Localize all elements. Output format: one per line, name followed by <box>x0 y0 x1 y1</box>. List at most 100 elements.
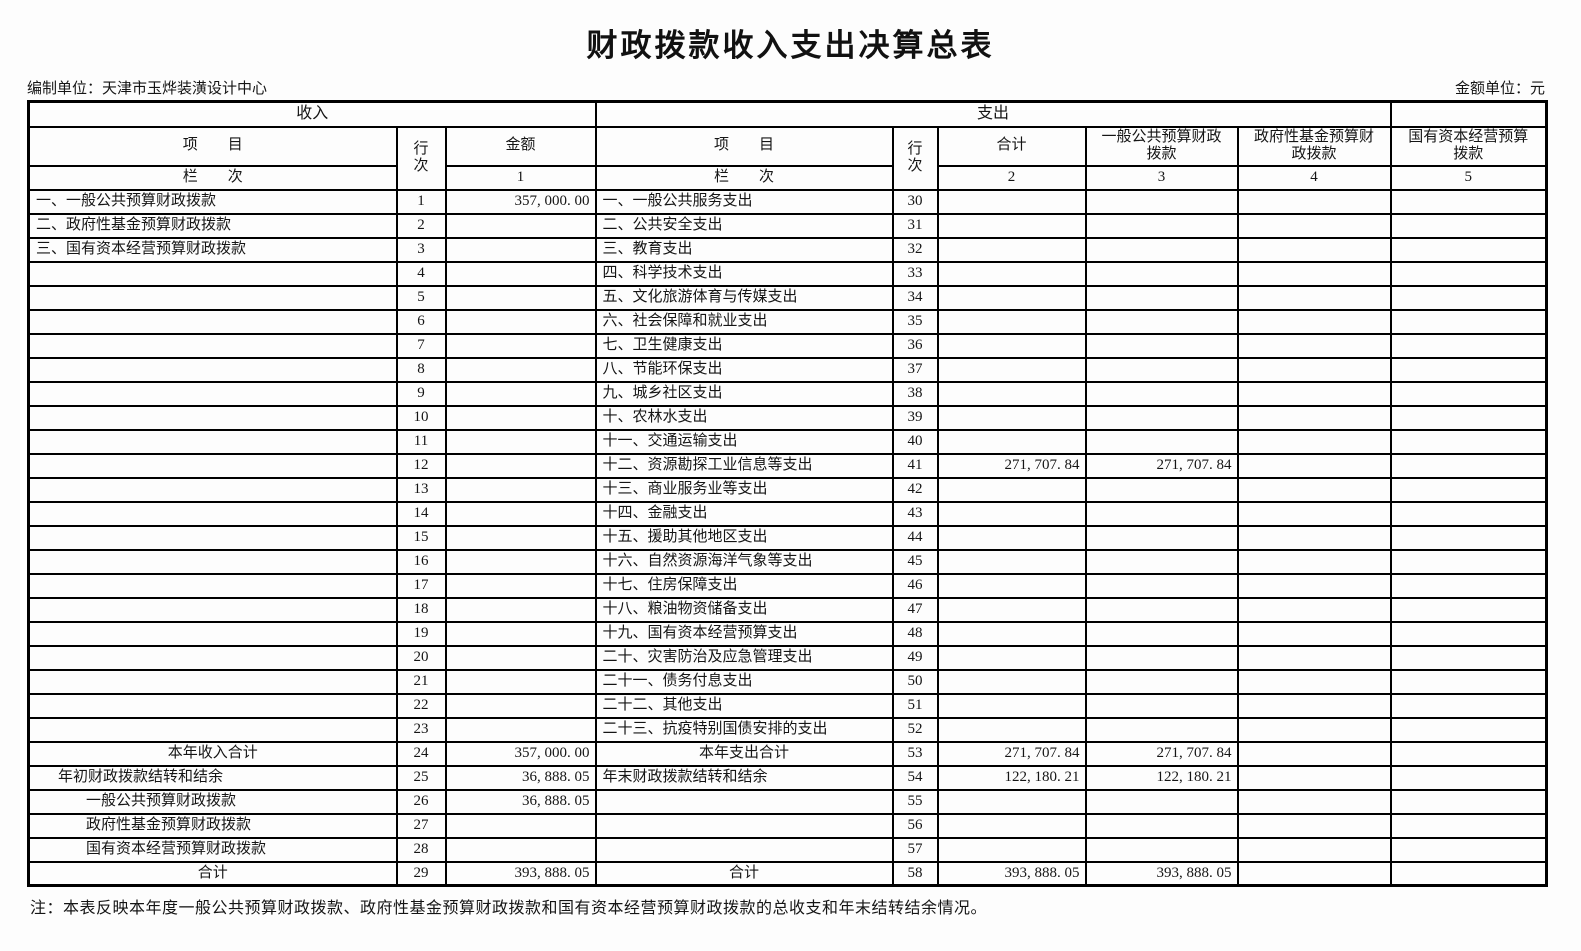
general-budget-cell <box>1084 332 1239 359</box>
expense-rowno-cell: 46 <box>891 572 939 599</box>
lane-index-row: 栏 次 1 栏 次 2 3 4 5 <box>27 164 1548 191</box>
expense-rowno-cell: 56 <box>891 812 939 839</box>
column-header-row: 项 目 行次 金额 项 目 行次 合计 一般公共预算财政拨款 政府性基金预算财政… <box>27 125 1548 191</box>
expense-rowno-cell: 47 <box>891 596 939 623</box>
state-capital-cell <box>1389 500 1548 527</box>
table-row: 11 十一、交通运输支出 40 <box>27 428 1548 455</box>
gov-fund-header: 政府性基金预算财政拨款 <box>1236 125 1392 167</box>
state-capital-cell <box>1389 260 1548 287</box>
general-budget-cell <box>1084 668 1239 695</box>
gov-fund-cell <box>1236 380 1392 407</box>
state-capital-cell <box>1389 836 1548 863</box>
expense-total-cell: 393, 888. 05 <box>936 860 1087 887</box>
expense-total-cell <box>936 572 1087 599</box>
gov-fund-cell <box>1236 404 1392 431</box>
income-rowno-cell: 14 <box>395 500 447 527</box>
expense-item-cell: 四、科学技术支出 <box>594 260 894 287</box>
income-item-cell <box>27 668 398 695</box>
general-budget-cell <box>1084 476 1239 503</box>
state-capital-cell <box>1389 548 1548 575</box>
gov-fund-cell <box>1236 596 1392 623</box>
expense-item-cell: 合计 <box>594 860 894 887</box>
state-capital-cell <box>1389 452 1548 479</box>
gov-fund-cell <box>1236 812 1392 839</box>
table-row: 16 十六、自然资源海洋气象等支出 45 <box>27 548 1548 575</box>
income-amount-cell <box>444 500 597 527</box>
income-amount-cell <box>444 596 597 623</box>
expense-rowno-cell: 31 <box>891 212 939 239</box>
general-budget-cell <box>1084 212 1239 239</box>
expense-item-cell <box>594 812 894 839</box>
income-amount-cell <box>444 236 597 263</box>
table-row: 10 十、农林水支出 39 <box>27 404 1548 431</box>
table-row: 15 十五、援助其他地区支出 44 <box>27 524 1548 551</box>
income-amount-header: 金额 <box>444 125 597 167</box>
expense-item-cell <box>594 788 894 815</box>
gov-fund-cell <box>1236 548 1392 575</box>
expense-total-cell <box>936 548 1087 575</box>
table-row: 国有资本经营预算财政拨款 28 57 <box>27 836 1548 863</box>
fiscal-summary-table: 收入 支出 项 目 行次 金额 项 目 行次 合计 一般公共预算财政拨款 政府性… <box>27 100 1549 887</box>
state-capital-cell <box>1389 236 1548 263</box>
table-row: 5 五、文化旅游体育与传媒支出 34 <box>27 284 1548 311</box>
state-capital-cell <box>1389 524 1548 551</box>
table-row: 年初财政拨款结转和结余 25 36, 888. 05 年末财政拨款结转和结余 54 122… <box>27 764 1548 791</box>
income-amount-cell: 393, 888. 05 <box>444 860 597 887</box>
general-budget-cell: 122, 180. 21 <box>1084 764 1239 791</box>
table-row: 4 四、科学技术支出 33 <box>27 260 1548 287</box>
income-amount-cell <box>444 524 597 551</box>
income-rowno-cell: 17 <box>395 572 447 599</box>
meta-row: 编制单位：天津市玉烨装潢设计中心 金额单位：元 <box>27 77 1545 98</box>
expense-total-header: 合计 <box>936 125 1087 167</box>
expense-rowno-cell: 55 <box>891 788 939 815</box>
expense-rowno-cell: 33 <box>891 260 939 287</box>
expense-rowno-cell: 34 <box>891 284 939 311</box>
gov-fund-cell <box>1236 212 1392 239</box>
income-item-cell <box>27 476 398 503</box>
expense-item-header: 项 目 <box>594 125 894 167</box>
general-budget-cell <box>1084 836 1239 863</box>
state-capital-cell <box>1389 644 1548 671</box>
income-rowno-cell: 12 <box>395 452 447 479</box>
income-item-cell <box>27 332 398 359</box>
expense-item-cell: 十七、住房保障支出 <box>594 572 894 599</box>
expense-total-cell <box>936 788 1087 815</box>
income-item-cell: 三、国有资本经营预算财政拨款 <box>27 236 398 263</box>
income-rowno-cell: 7 <box>395 332 447 359</box>
income-rowno-header: 行次 <box>395 125 447 191</box>
income-amount-cell <box>444 620 597 647</box>
expense-section-header: 支出 <box>594 100 1392 128</box>
expense-rowno-cell: 38 <box>891 380 939 407</box>
expense-item-cell: 十二、资源勘探工业信息等支出 <box>594 452 894 479</box>
income-item-cell: 合计 <box>27 860 398 887</box>
gov-fund-cell <box>1236 524 1392 551</box>
gov-fund-cell <box>1236 188 1392 215</box>
expense-rowno-cell: 54 <box>891 764 939 791</box>
expense-item-cell: 十一、交通运输支出 <box>594 428 894 455</box>
income-rowno-cell: 26 <box>395 788 447 815</box>
table-row: 20 二十、灾害防治及应急管理支出 49 <box>27 644 1548 671</box>
income-item-cell <box>27 692 398 719</box>
general-budget-cell <box>1084 260 1239 287</box>
expense-total-cell <box>936 356 1087 383</box>
col-index-3: 3 <box>1084 164 1239 191</box>
state-capital-header: 国有资本经营预算拨款 <box>1389 125 1548 167</box>
income-item-cell <box>27 380 398 407</box>
table-row: 一、一般公共预算财政拨款 1 357, 000. 00 一、一般公共服务支出 30 <box>27 188 1548 215</box>
expense-item-cell: 六、社会保障和就业支出 <box>594 308 894 335</box>
general-budget-cell <box>1084 356 1239 383</box>
expense-total-cell: 122, 180. 21 <box>936 764 1087 791</box>
income-rowno-cell: 15 <box>395 524 447 551</box>
expense-total-cell <box>936 380 1087 407</box>
income-rowno-cell: 23 <box>395 716 447 743</box>
general-budget-cell <box>1084 812 1239 839</box>
income-amount-cell <box>444 356 597 383</box>
income-rowno-cell: 13 <box>395 476 447 503</box>
expense-item-cell: 二、公共安全支出 <box>594 212 894 239</box>
expense-rowno-cell: 35 <box>891 308 939 335</box>
gov-fund-cell <box>1236 644 1392 671</box>
income-amount-cell: 357, 000. 00 <box>444 740 597 767</box>
expense-item-cell: 一、一般公共服务支出 <box>594 188 894 215</box>
gov-fund-cell <box>1236 500 1392 527</box>
general-budget-cell <box>1084 596 1239 623</box>
